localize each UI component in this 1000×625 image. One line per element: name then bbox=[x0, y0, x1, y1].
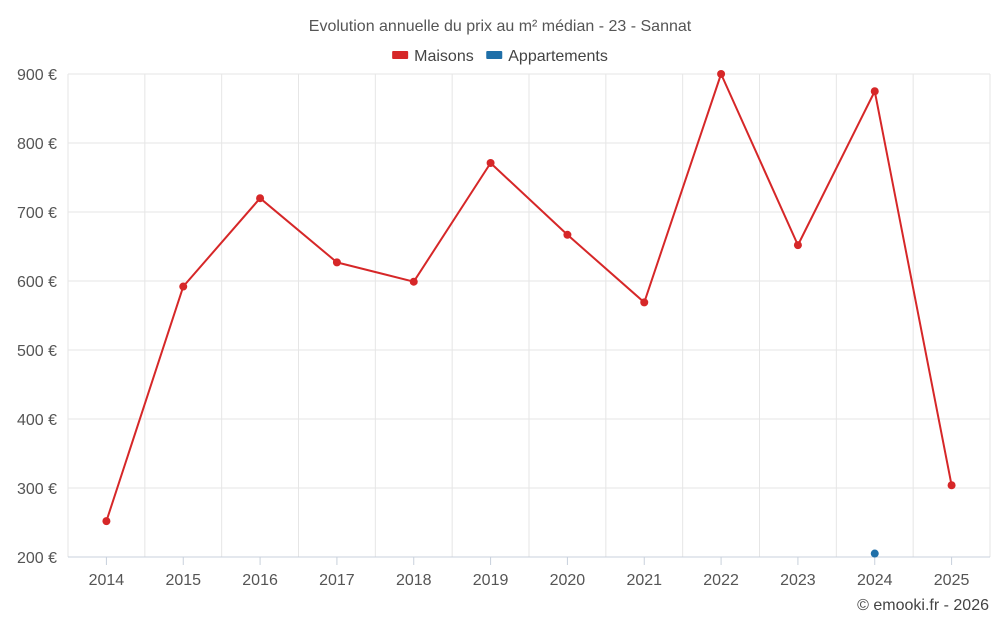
legend-swatch bbox=[392, 51, 409, 59]
legend-item-appartements[interactable]: Appartements bbox=[486, 48, 608, 65]
y-tick-label: 200 € bbox=[17, 550, 57, 567]
chart-title: Evolution annuelle du prix au m² médian … bbox=[309, 18, 692, 35]
data-point-maisons[interactable] bbox=[870, 87, 879, 96]
x-tick-label: 2018 bbox=[396, 572, 432, 589]
x-tick-label: 2024 bbox=[857, 572, 893, 589]
x-tick-label: 2022 bbox=[703, 572, 739, 589]
data-point-maisons[interactable] bbox=[947, 481, 956, 490]
series bbox=[102, 70, 956, 558]
y-tick-label: 700 € bbox=[17, 205, 57, 222]
y-tick-label: 800 € bbox=[17, 136, 57, 153]
data-point-maisons[interactable] bbox=[256, 194, 265, 203]
y-tick-label: 500 € bbox=[17, 343, 57, 360]
legend: Maisons Appartements bbox=[392, 48, 608, 65]
data-point-appartements[interactable] bbox=[870, 549, 879, 558]
axes: 200 € 300 € 400 € 500 € 600 € 700 € 800 € 900 €… bbox=[17, 67, 990, 589]
legend-item-maisons[interactable]: Maisons bbox=[392, 48, 474, 65]
x-tick-label: 2014 bbox=[89, 572, 125, 589]
x-tick-label: 2015 bbox=[165, 572, 201, 589]
data-point-maisons[interactable] bbox=[793, 241, 802, 250]
x-tick-label: 2016 bbox=[242, 572, 278, 589]
x-tick-label: 2017 bbox=[319, 572, 355, 589]
x-tick-label: 2023 bbox=[780, 572, 816, 589]
y-tick-label: 400 € bbox=[17, 412, 57, 429]
data-point-maisons[interactable] bbox=[179, 282, 188, 291]
grid bbox=[67, 73, 991, 557]
legend-swatch bbox=[486, 51, 503, 59]
y-tick-label: 900 € bbox=[17, 67, 57, 84]
x-tick-label: 2025 bbox=[934, 572, 970, 589]
y-tick-label: 600 € bbox=[17, 274, 57, 291]
legend-label: Appartements bbox=[508, 48, 608, 65]
data-point-maisons[interactable] bbox=[332, 258, 341, 267]
data-point-maisons[interactable] bbox=[102, 517, 111, 526]
data-point-maisons[interactable] bbox=[563, 230, 572, 239]
data-point-maisons[interactable] bbox=[486, 159, 495, 168]
x-tick-label: 2021 bbox=[626, 572, 662, 589]
data-point-maisons[interactable] bbox=[640, 298, 649, 307]
data-point-maisons[interactable] bbox=[717, 70, 726, 78]
x-tick-label: 2019 bbox=[473, 572, 509, 589]
data-point-maisons[interactable] bbox=[409, 277, 418, 286]
x-tick-label: 2020 bbox=[550, 572, 586, 589]
legend-label: Maisons bbox=[414, 48, 474, 65]
credit-text: © emooki.fr - 2026 bbox=[857, 597, 989, 614]
y-tick-label: 300 € bbox=[17, 481, 57, 498]
series-line-maisons bbox=[105, 73, 953, 522]
